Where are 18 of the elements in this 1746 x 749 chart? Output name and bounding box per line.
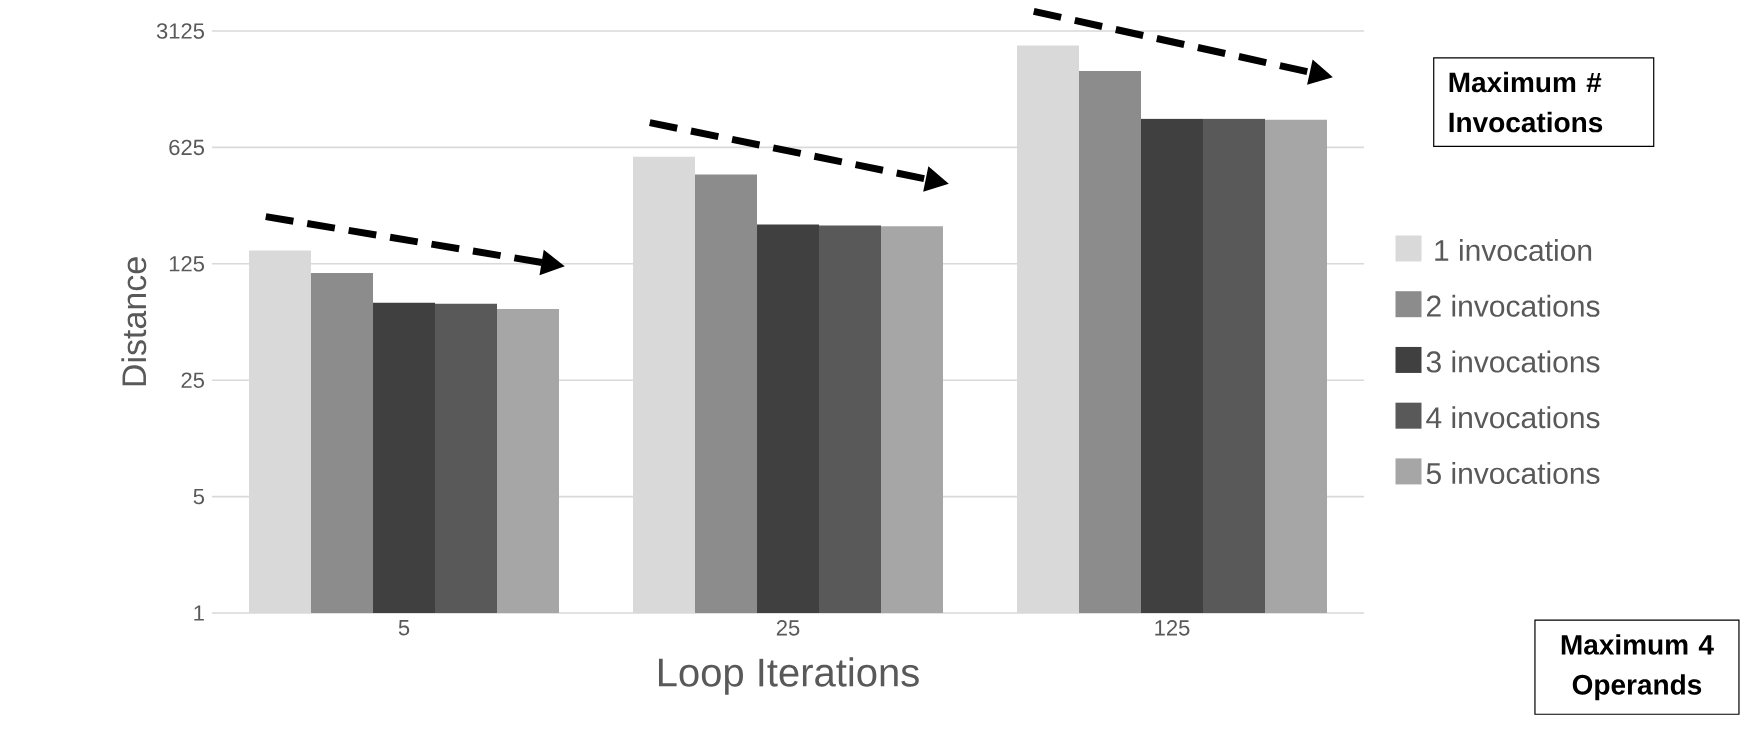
legend-label: 4 invocations [1426, 406, 1600, 429]
x-tick-label: 25 [776, 620, 800, 636]
legend-label: 3 invocations [1426, 350, 1600, 373]
legend-label: 2 invocations [1427, 294, 1600, 317]
x-tick-label: 5 [398, 620, 410, 636]
legend-title: Maximum # Invocations [1449, 71, 1603, 133]
x-tick-label: 125 [1155, 620, 1190, 636]
y-tick-label: 25 [181, 372, 204, 388]
y-tick-label: 625 [169, 139, 204, 156]
legend-label: 1 invocation [1435, 239, 1592, 262]
y-tick-label: 3125 [156, 23, 204, 39]
y-axis-title: Distance [121, 257, 147, 386]
y-tick-label: 1 [194, 605, 204, 621]
x-axis-title: Loop Iterations [658, 657, 919, 695]
y-tick-label: 5 [193, 488, 204, 505]
y-tick-label: 125 [169, 256, 204, 272]
text: Maximum 4 Operands [1561, 634, 1714, 701]
legend-label: 5 invocations [1426, 462, 1600, 485]
